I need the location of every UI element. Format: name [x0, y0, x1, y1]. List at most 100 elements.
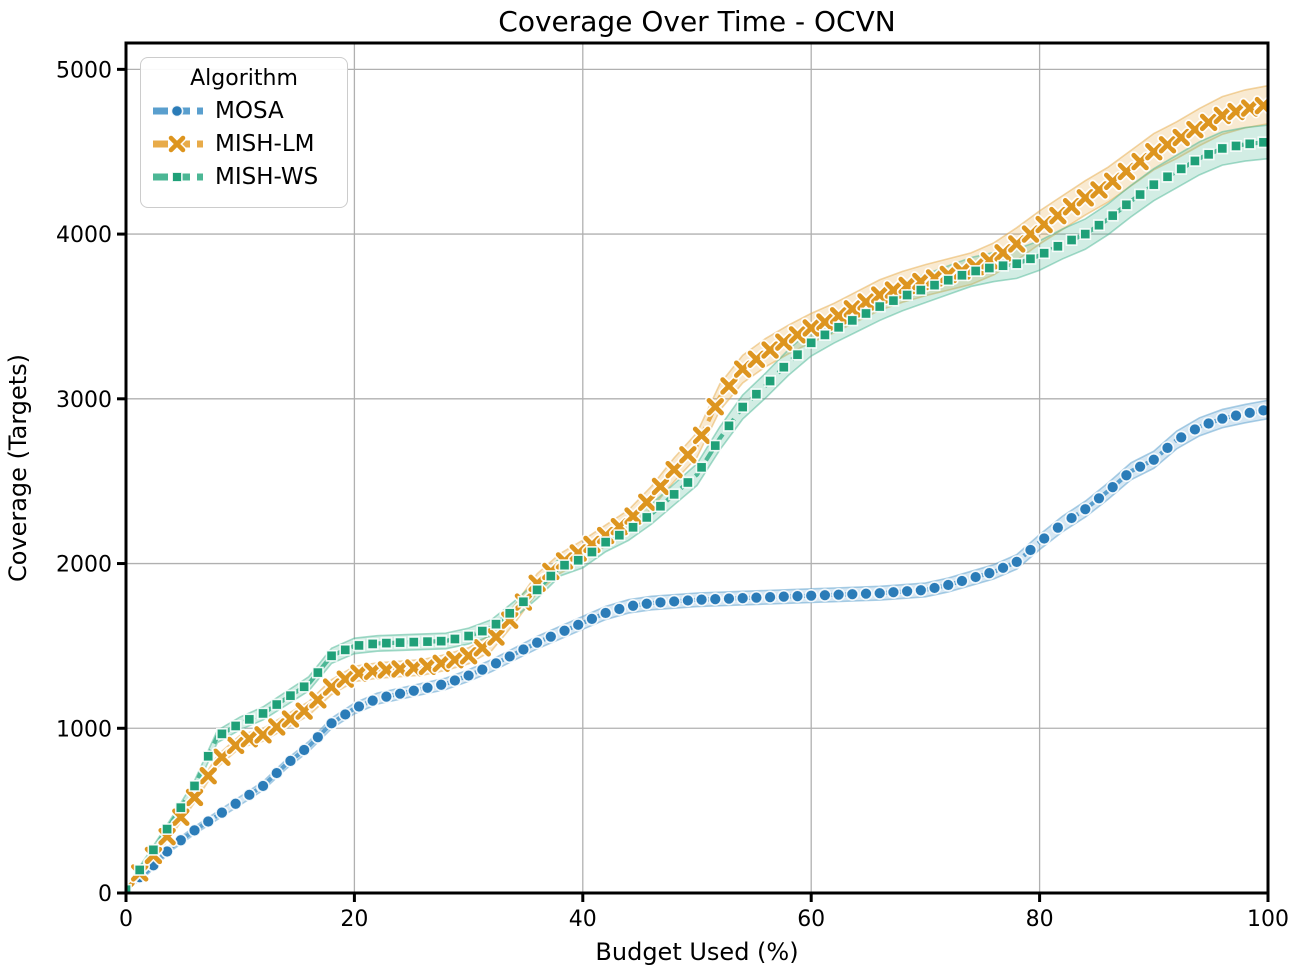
marker-square: [298, 680, 311, 693]
marker-x: [759, 339, 781, 361]
marker-circle: [612, 602, 627, 616]
marker-square: [1161, 170, 1174, 183]
marker-circle: [170, 104, 184, 118]
legend-item-MISH-WS: MISH-WS: [151, 164, 337, 190]
marker-circle: [324, 716, 339, 731]
marker-x: [855, 291, 877, 313]
legend-line-sample: [153, 171, 203, 183]
marker-square: [188, 780, 201, 792]
marker-circle: [338, 707, 352, 722]
marker-square: [1065, 234, 1078, 246]
marker-circle: [1201, 416, 1216, 431]
marker-circle: [489, 656, 503, 671]
marker-x: [841, 298, 863, 320]
marker-circle: [187, 823, 202, 838]
marker-circle: [297, 743, 311, 757]
marker-circle: [968, 570, 983, 584]
marker-x: [1198, 111, 1220, 133]
band-edge-lower: [125, 157, 1269, 894]
marker-square: [887, 294, 900, 307]
x-tick-label: 60: [797, 907, 825, 932]
marker-square: [1134, 188, 1146, 201]
marker-x: [704, 396, 726, 418]
marker-x: [266, 716, 288, 738]
marker-square: [147, 843, 160, 856]
marker-square: [613, 529, 626, 542]
marker-square: [1010, 257, 1023, 270]
legend-line-sample: [153, 134, 203, 154]
marker-circle: [585, 612, 599, 626]
marker-square: [640, 511, 653, 524]
axes-spines: [124, 41, 1270, 895]
marker-square: [997, 259, 1009, 272]
legend-title: Algorithm: [190, 66, 298, 91]
marker-x: [828, 305, 850, 327]
marker-square: [325, 649, 338, 662]
marker-square: [1147, 178, 1160, 191]
marker-x: [184, 787, 205, 808]
marker-circle: [640, 597, 654, 611]
marker-square: [394, 636, 406, 649]
marker-x: [321, 676, 342, 698]
marker-circle: [831, 587, 846, 602]
marker-circle: [475, 662, 490, 677]
marker-x: [225, 735, 247, 756]
marker-square: [956, 269, 968, 282]
marker-square: [421, 635, 434, 648]
marker-circle: [393, 686, 407, 701]
plot-border: [124, 41, 1270, 895]
marker-circle: [1256, 403, 1269, 418]
y-tick-label: 1000: [56, 717, 112, 742]
marker-square: [462, 630, 475, 642]
marker-x: [1143, 141, 1165, 163]
marker-circle: [448, 673, 462, 688]
marker-circle: [311, 730, 325, 744]
legend-label: MISH-LM: [215, 131, 315, 157]
marker-circle: [503, 649, 517, 664]
marker-circle: [420, 681, 435, 695]
marker-circle: [434, 678, 448, 692]
marker-square: [544, 570, 557, 582]
marker-circle: [722, 591, 736, 606]
marker-circle: [708, 592, 722, 606]
marker-x: [167, 134, 187, 154]
marker-square: [1202, 148, 1215, 161]
marker-circle: [982, 566, 997, 580]
marker-circle: [777, 589, 791, 604]
marker-circle: [790, 589, 805, 603]
marker-square: [270, 698, 283, 711]
marker-square: [832, 321, 845, 334]
legend-label: MOSA: [215, 98, 284, 124]
legend-line-sample: [153, 104, 203, 118]
marker-circle: [571, 618, 585, 632]
marker-circle: [763, 590, 777, 604]
marker-circle: [1010, 555, 1024, 569]
marker-square: [901, 289, 914, 301]
marker-square: [1189, 155, 1201, 167]
marker-x: [334, 668, 356, 690]
marker-circle: [201, 814, 215, 829]
marker-square: [407, 636, 420, 649]
marker-x: [663, 459, 685, 481]
marker-x: [485, 626, 507, 648]
marker-circle: [681, 593, 695, 608]
y-tick-label: 5000: [56, 58, 112, 83]
marker-square: [1079, 228, 1092, 240]
marker-x: [814, 311, 836, 333]
marker-square: [1216, 142, 1229, 155]
legend: Algorithm MOSA MISH-LM MISH-WS: [140, 57, 348, 208]
marker-square: [531, 583, 544, 596]
marker-x: [1184, 119, 1206, 141]
marker-square: [750, 388, 763, 401]
x-tick-label: 0: [119, 907, 133, 932]
marker-square: [448, 633, 461, 645]
x-tick-label: 80: [1026, 907, 1054, 932]
marker-circle: [914, 583, 928, 597]
marker-x: [1170, 127, 1192, 148]
marker-x: [252, 724, 274, 746]
marker-circle: [626, 599, 640, 613]
marker-circle: [544, 629, 558, 644]
